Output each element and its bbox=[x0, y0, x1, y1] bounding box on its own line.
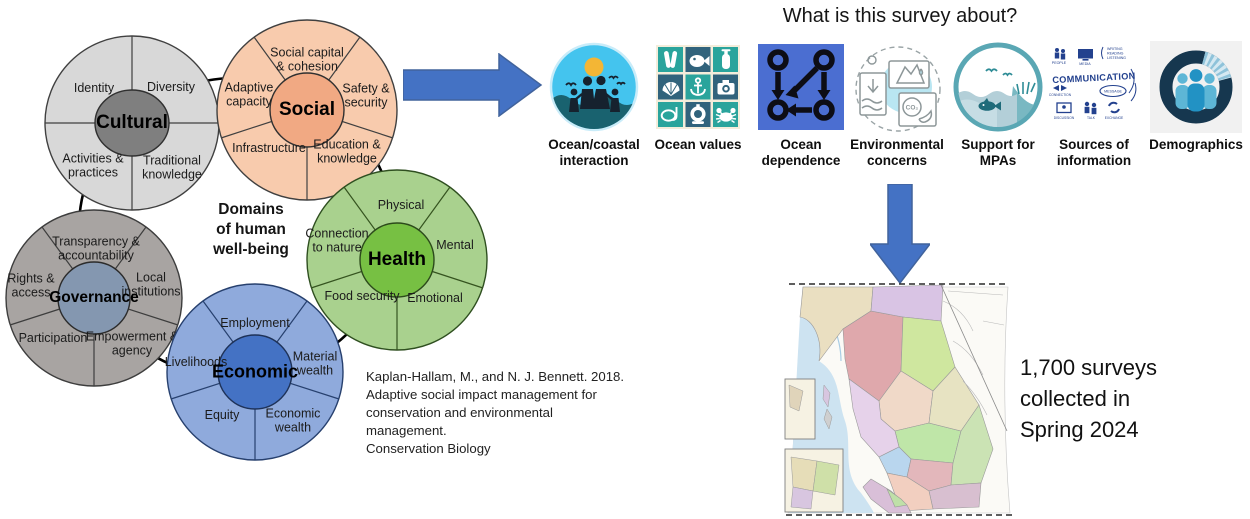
scuba-tank-glyph bbox=[721, 49, 731, 69]
shell-glyph bbox=[662, 82, 680, 96]
segment-label: Physical bbox=[377, 198, 425, 213]
segment-label: Activities & practices bbox=[62, 151, 124, 179]
segment-label: Employment bbox=[220, 316, 290, 331]
segment-label: Diversity bbox=[147, 80, 195, 95]
survey-item-support-mpas: Support for MPAs bbox=[948, 40, 1048, 169]
segment-label: Rights & access bbox=[7, 271, 55, 299]
camera-glyph bbox=[717, 80, 735, 95]
communication-doodle-icon: PEOPLE MEDIA WRITING READING LISTENING C… bbox=[1049, 46, 1137, 120]
segment-label: Participation bbox=[18, 331, 88, 346]
climate-sketch-icon: CO₂ bbox=[855, 46, 941, 132]
svg-text:WRITING: WRITING bbox=[1107, 47, 1123, 51]
bc-regional-districts-map bbox=[784, 283, 1012, 516]
segment-label: Material wealth bbox=[292, 349, 338, 377]
wheel-hub-label: Health bbox=[367, 249, 427, 270]
wheel-economic: Employment Livelihoods Material wealth E… bbox=[165, 282, 345, 462]
wellbeing-diagram: Identity Diversity Activities & practice… bbox=[0, 0, 525, 519]
segment-label: Food security bbox=[324, 289, 400, 304]
ocean-activity-grid-icon bbox=[656, 45, 740, 129]
wheel-health: Physical Connection to nature Mental Foo… bbox=[305, 168, 489, 352]
svg-text:PEOPLE: PEOPLE bbox=[1052, 61, 1067, 65]
survey-item-ocean-coastal-interaction: Ocean/coastal interaction bbox=[544, 40, 644, 169]
survey-item-ocean-dependence: Ocean dependence bbox=[755, 40, 847, 169]
survey-item-ocean-values: Ocean values bbox=[650, 40, 746, 153]
svg-text:READING: READING bbox=[1107, 52, 1124, 56]
svg-text:MEDIA: MEDIA bbox=[1079, 62, 1091, 66]
svg-text:EXCHANGE: EXCHANGE bbox=[1105, 116, 1124, 120]
survey-item-environmental-concerns: CO₂ Environmental concerns bbox=[847, 40, 947, 169]
segment-label: Livelihoods bbox=[164, 355, 228, 370]
wheel-hub-label: Cultural bbox=[96, 112, 168, 133]
diagram-title: Domains of human well-being bbox=[213, 201, 289, 258]
survey-count-caption: 1,700 surveys collected in Spring 2024 bbox=[1020, 355, 1157, 442]
fish-glyph bbox=[689, 55, 710, 67]
survey-title: What is this survey about? bbox=[782, 5, 1018, 27]
survey-item-sources-of-information: PEOPLE MEDIA WRITING READING LISTENING C… bbox=[1044, 40, 1144, 169]
wheel-governance: Transparency & accountability Rights & a… bbox=[4, 208, 184, 388]
survey-item-label: Environmental concerns bbox=[850, 137, 944, 168]
survey-item-demographics: Demographics bbox=[1146, 40, 1246, 153]
svg-text:MESSAGE: MESSAGE bbox=[1104, 90, 1122, 94]
down-arrow-icon bbox=[870, 184, 930, 284]
survey-item-label: Ocean dependence bbox=[761, 137, 841, 168]
segment-label: Social capital & cohesion bbox=[270, 45, 344, 73]
survey-item-label: Demographics bbox=[1149, 137, 1243, 152]
svg-text:CONNECTION: CONNECTION bbox=[1049, 93, 1072, 97]
survey-item-label: Ocean values bbox=[654, 137, 742, 152]
wheel-social: Social capital & cohesion Adaptive capac… bbox=[215, 18, 399, 202]
svg-text:LISTENING: LISTENING bbox=[1107, 56, 1126, 60]
wheel-hub-label: Economic bbox=[211, 361, 299, 382]
svg-text:DISCUSSION: DISCUSSION bbox=[1054, 116, 1075, 120]
people-ring-icon bbox=[1150, 41, 1242, 133]
segment-label: Mental bbox=[436, 238, 474, 253]
segment-label: Empowerment & agency bbox=[85, 329, 179, 357]
survey-item-label: Ocean/coastal interaction bbox=[548, 137, 640, 168]
segment-label: Infrastructure bbox=[232, 141, 306, 156]
dive-helmet-glyph bbox=[690, 104, 706, 124]
segment-label: Identity bbox=[73, 81, 115, 96]
wheel-hub-label: Governance bbox=[49, 289, 139, 306]
svg-text:COMMUNICATION: COMMUNICATION bbox=[1052, 71, 1136, 85]
svg-text:CO₂: CO₂ bbox=[906, 105, 919, 112]
segment-label: Safety & security bbox=[342, 81, 390, 109]
wheel-cultural: Identity Diversity Activities & practice… bbox=[42, 33, 222, 213]
snorkel-mask-glyph bbox=[660, 107, 678, 122]
fish-habitat-icon bbox=[953, 42, 1043, 132]
segment-label: Transparency & accountability bbox=[52, 234, 140, 262]
anchor-glyph bbox=[690, 77, 706, 96]
wheel-hub-label: Social bbox=[279, 99, 335, 120]
dependency-network-icon bbox=[758, 44, 844, 130]
family-on-shore-icon bbox=[549, 42, 639, 132]
crab-glyph bbox=[715, 107, 737, 124]
segment-label: Connection to nature bbox=[305, 226, 369, 254]
svg-text:TALK: TALK bbox=[1087, 116, 1096, 120]
segment-label: Local institutions bbox=[121, 270, 181, 298]
segment-label: Education & knowledge bbox=[313, 137, 381, 165]
segment-label: Emotional bbox=[407, 291, 463, 306]
segment-label: Equity bbox=[204, 408, 240, 423]
fins-glyph bbox=[664, 51, 678, 68]
segment-label: Adaptive capacity bbox=[224, 80, 274, 108]
citation: Kaplan-Hallam, M., and N. J. Bennett. 20… bbox=[366, 369, 625, 456]
survey-item-label: Sources of information bbox=[1056, 137, 1132, 168]
segment-label: Traditional knowledge bbox=[142, 153, 202, 181]
segment-label: Economic wealth bbox=[265, 406, 321, 434]
survey-item-label: Support for MPAs bbox=[961, 137, 1035, 168]
right-arrow-icon bbox=[403, 53, 543, 117]
